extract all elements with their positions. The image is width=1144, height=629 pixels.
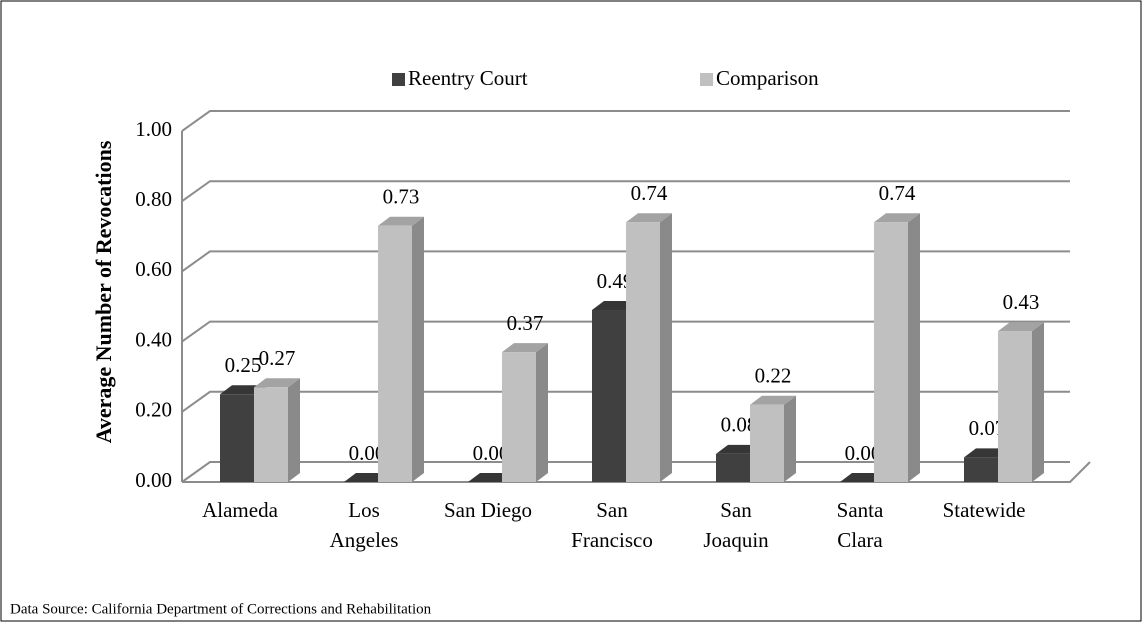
- bar-side: [908, 213, 920, 482]
- legend-swatch: [700, 73, 713, 86]
- value-label: 0.27: [259, 346, 296, 370]
- value-label: 0.25: [225, 353, 262, 377]
- y-axis-title: Average Number of Revocations: [91, 140, 116, 443]
- bar-side: [1032, 322, 1044, 482]
- y-tick-label: 0.60: [135, 257, 172, 281]
- bar-side: [412, 216, 424, 482]
- x-tick-label: Statewide: [943, 498, 1026, 522]
- bar-top: [378, 216, 424, 226]
- value-label: 0.73: [383, 185, 420, 209]
- bar: [750, 404, 784, 482]
- y-tick-label: 1.00: [135, 117, 172, 141]
- bar: [998, 331, 1032, 482]
- bar-top: [998, 322, 1044, 332]
- bar-side: [288, 378, 300, 482]
- bar: [964, 457, 998, 482]
- x-tick-label: San Francisco: [571, 498, 653, 552]
- bar-side: [784, 395, 796, 482]
- grid-line: [181, 320, 1070, 343]
- bar-side: [536, 343, 548, 482]
- grid-line: [181, 390, 1070, 413]
- value-label: 0.37: [507, 311, 544, 335]
- bar: [874, 222, 908, 482]
- legend-label: Comparison: [716, 66, 819, 90]
- bar: [220, 394, 254, 482]
- x-tick-label: Santa Clara: [837, 498, 884, 552]
- bar: [502, 352, 536, 482]
- bar-side: [660, 213, 672, 482]
- x-tick-label: San Joaquin: [703, 498, 769, 552]
- grid-line: [181, 180, 1070, 203]
- bar-top: [874, 213, 920, 223]
- y-tick-label: 0.80: [135, 187, 172, 211]
- bar-top: [502, 343, 548, 353]
- source-note: Data Source: California Department of Co…: [10, 601, 432, 617]
- value-label: 0.22: [755, 364, 792, 388]
- y-tick-label: 0.00: [135, 468, 172, 492]
- bar-top: [254, 378, 300, 388]
- value-label: 0.74: [631, 181, 668, 205]
- bar: [626, 222, 660, 482]
- legend-swatch: [392, 73, 405, 86]
- bar-top: [626, 213, 672, 223]
- bar: [716, 453, 750, 482]
- value-label: 0.74: [879, 181, 916, 205]
- bar: [378, 225, 412, 482]
- value-label: 0.43: [1003, 290, 1040, 314]
- x-tick-label: San Diego: [444, 498, 532, 522]
- bar-top: [750, 395, 796, 405]
- x-tick-label: Alameda: [202, 498, 278, 522]
- x-tick-label: Los Angeles: [330, 498, 399, 552]
- grid-line: [181, 250, 1070, 273]
- bar: [254, 387, 288, 482]
- y-tick-label: 0.40: [135, 327, 172, 351]
- y-tick-label: 0.20: [135, 398, 172, 422]
- grid-line: [181, 110, 1070, 132]
- bar: [592, 310, 626, 482]
- legend-label: Reentry Court: [408, 66, 528, 90]
